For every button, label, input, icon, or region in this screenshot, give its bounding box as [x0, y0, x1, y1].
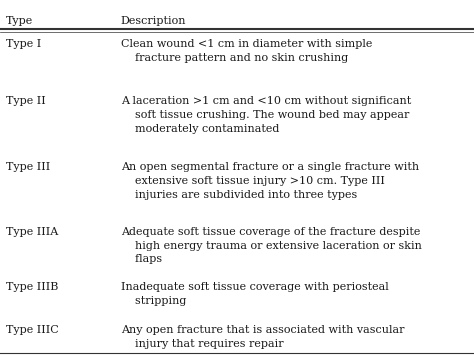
- Text: flaps: flaps: [121, 255, 162, 265]
- Text: soft tissue crushing. The wound bed may appear: soft tissue crushing. The wound bed may …: [121, 110, 409, 120]
- Text: Type I: Type I: [6, 39, 41, 49]
- Text: injuries are subdivided into three types: injuries are subdivided into three types: [121, 190, 357, 200]
- Text: Type IIIC: Type IIIC: [6, 325, 58, 335]
- Text: high energy trauma or extensive laceration or skin: high energy trauma or extensive lacerati…: [121, 241, 422, 251]
- Text: Inadequate soft tissue coverage with periosteal: Inadequate soft tissue coverage with per…: [121, 282, 389, 292]
- Text: fracture pattern and no skin crushing: fracture pattern and no skin crushing: [121, 53, 348, 63]
- Text: stripping: stripping: [121, 296, 186, 306]
- Text: An open segmental fracture or a single fracture with: An open segmental fracture or a single f…: [121, 162, 419, 172]
- Text: moderately contaminated: moderately contaminated: [121, 124, 279, 134]
- Text: A laceration >1 cm and <10 cm without significant: A laceration >1 cm and <10 cm without si…: [121, 96, 411, 106]
- Text: Type IIIB: Type IIIB: [6, 282, 58, 292]
- Text: Adequate soft tissue coverage of the fracture despite: Adequate soft tissue coverage of the fra…: [121, 227, 420, 237]
- Text: Description: Description: [121, 16, 186, 26]
- Text: Type II: Type II: [6, 96, 46, 106]
- Text: injury that requires repair: injury that requires repair: [121, 339, 283, 349]
- Text: Type IIIA: Type IIIA: [6, 227, 58, 237]
- Text: Clean wound <1 cm in diameter with simple: Clean wound <1 cm in diameter with simpl…: [121, 39, 372, 49]
- Text: Any open fracture that is associated with vascular: Any open fracture that is associated wit…: [121, 325, 404, 335]
- Text: Type III: Type III: [6, 162, 50, 172]
- Text: Type: Type: [6, 16, 33, 26]
- Text: extensive soft tissue injury >10 cm. Type III: extensive soft tissue injury >10 cm. Typ…: [121, 176, 385, 186]
